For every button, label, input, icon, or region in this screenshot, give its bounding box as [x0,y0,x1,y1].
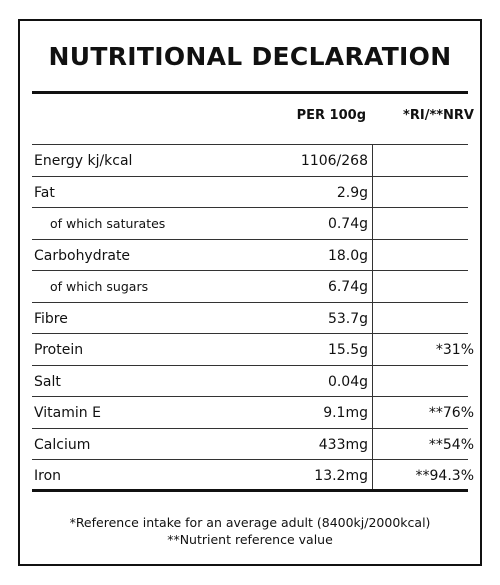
nutrient-row: Carbohydrate 18.0g [32,240,468,272]
table-bottom-divider [32,489,468,492]
label-title: NUTRITIONAL DECLARATION [48,42,452,71]
nutrient-value: 2.9g [336,184,368,201]
per-100g-header: PER 100g [296,108,366,123]
row-divider [32,459,468,460]
nutrient-ri-value: **94.3% [415,468,474,484]
row-divider [32,396,468,397]
row-divider [32,301,468,303]
row-divider [32,238,468,240]
nutrient-row: Energy kj/kcal 1106/268 [32,145,468,177]
nutrient-row: Salt 0.04g [32,366,468,398]
nutrient-name: Iron [34,468,62,484]
row-divider [32,270,468,271]
nutrient-row: of which sugars 6.74g [32,271,468,303]
nutrient-value: 9.1mg [323,405,368,421]
nutrient-value: 53.7g [327,310,368,327]
nutrient-name: Calcium [34,436,91,453]
nutrient-value: 18.0g [327,247,368,264]
row-divider [32,333,468,334]
ri-nrv-header: *RI/**NRV [403,108,474,123]
title-divider [32,91,468,94]
nutrient-row: Vitamin E 9.1mg **76% [32,397,474,429]
nutrient-value: 15.5g [327,342,368,358]
nutrient-name: Protein [34,342,84,358]
nutrient-ri-value: **54% [428,436,474,453]
nutrient-name: Vitamin E [34,405,101,421]
row-divider [32,427,468,429]
nutrient-name: Carbohydrate [34,247,131,264]
nutrient-name: of which saturates [50,216,166,231]
nutrient-value: 0.04g [327,373,368,390]
row-divider [32,207,468,208]
reference-intake-footnote: *Reference intake for an average adult (… [69,515,431,530]
nutrient-name: Salt [34,373,61,390]
nutrient-row: Fibre 53.7g [32,303,468,335]
nutrient-value: 13.2mg [314,468,368,484]
nutrient-name: of which sugars [50,279,149,294]
row-divider [32,364,468,366]
nutrition-label: NUTRITIONAL DECLARATION PER 100g *RI/**N… [18,19,482,566]
nutrient-row: of which saturates 0.74g [32,208,468,240]
nutrient-name: Fibre [34,310,68,327]
column-divider [372,144,373,489]
nutrient-value: 1106/268 [300,153,368,169]
nutrient-row: Calcium 433mg **54% [32,429,474,461]
row-divider [32,175,468,177]
nutrient-value: 0.74g [327,216,368,232]
row-divider [32,144,468,145]
nutrient-row: Iron 13.2mg **94.3% [32,460,474,492]
nutrient-value: 6.74g [327,279,368,295]
nutrient-ri-value: *31% [435,342,474,358]
nutrient-row: Fat 2.9g [32,177,468,209]
nutrient-name: Fat [34,184,55,201]
nutrient-row: Protein 15.5g *31% [32,334,474,366]
nutrient-ri-value: **76% [428,405,474,421]
nutrient-value: 433mg [318,436,368,453]
nrv-footnote: **Nutrient reference value [167,532,333,547]
nutrient-name: Energy kj/kcal [34,153,133,169]
